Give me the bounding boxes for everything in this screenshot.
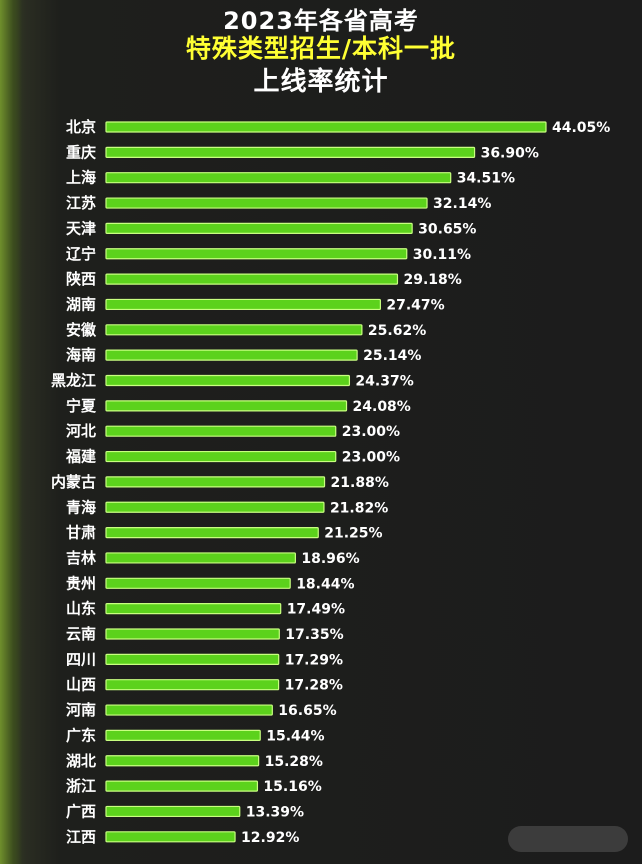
bar <box>105 805 241 818</box>
bar <box>105 222 413 234</box>
left-edge-glow <box>0 0 22 864</box>
value-label: 18.96% <box>301 551 359 567</box>
bar <box>105 298 381 311</box>
category-label: 北京 <box>66 118 96 136</box>
bar <box>105 324 363 336</box>
bar <box>105 755 260 767</box>
bar <box>105 653 280 665</box>
value-label: 34.51% <box>457 171 515 187</box>
bar <box>105 552 296 564</box>
value-label: 15.44% <box>266 728 324 744</box>
category-label: 陕西 <box>66 270 96 288</box>
bar <box>105 400 348 412</box>
value-label: 18.44% <box>296 576 354 592</box>
watermark <box>508 826 628 852</box>
bar <box>105 425 337 437</box>
bar <box>105 501 325 513</box>
value-label: 29.18% <box>403 272 461 288</box>
value-label: 25.14% <box>363 348 421 364</box>
category-label: 宁夏 <box>66 397 97 415</box>
value-label: 16.65% <box>278 703 336 719</box>
value-label: 24.08% <box>353 399 411 415</box>
bar <box>105 729 261 742</box>
bar <box>105 704 273 716</box>
category-label: 海南 <box>66 346 96 364</box>
bar <box>105 679 280 691</box>
category-label: 河北 <box>66 422 96 440</box>
value-label: 27.47% <box>386 297 444 313</box>
bar <box>105 146 476 158</box>
category-label: 湖北 <box>66 752 96 770</box>
value-label: 21.25% <box>324 526 382 542</box>
chart-title-line-2: 特殊类型招生/本科一批 <box>185 34 457 63</box>
category-label: 山西 <box>66 676 96 694</box>
value-label: 17.28% <box>285 678 343 694</box>
bar <box>105 476 326 488</box>
value-label: 21.82% <box>330 500 388 516</box>
bar <box>105 248 408 260</box>
category-label: 天津 <box>66 219 96 237</box>
category-label: 湖南 <box>66 295 96 313</box>
bar <box>105 577 291 589</box>
bar <box>105 831 236 843</box>
category-label: 云南 <box>66 625 96 643</box>
bar <box>105 603 282 615</box>
bar <box>105 450 337 463</box>
value-label: 23.00% <box>342 450 400 466</box>
bar <box>105 349 358 361</box>
value-label: 24.37% <box>355 374 413 390</box>
category-label: 青海 <box>66 498 96 516</box>
chart-title-line-3: 上线率统计 <box>253 67 389 97</box>
value-label: 15.28% <box>265 754 323 770</box>
value-label: 17.49% <box>287 602 345 618</box>
category-label: 重庆 <box>66 143 96 161</box>
category-label: 江苏 <box>66 194 96 212</box>
bar <box>105 172 452 184</box>
chart-title-line-1: 2023年各省高考 <box>223 7 419 35</box>
value-label: 36.90% <box>481 145 539 161</box>
bar <box>105 780 259 792</box>
bar <box>105 121 547 133</box>
category-label: 黑龙江 <box>51 372 96 390</box>
value-label: 44.05% <box>552 120 610 136</box>
value-label: 30.11% <box>413 247 471 263</box>
bar <box>105 526 319 539</box>
value-label: 17.29% <box>285 652 343 668</box>
value-label: 13.39% <box>246 804 304 820</box>
value-label: 23.00% <box>342 424 400 440</box>
bar <box>105 273 399 285</box>
category-label: 山东 <box>66 600 96 618</box>
bar <box>105 374 351 387</box>
bar <box>105 628 280 640</box>
category-label: 江西 <box>66 828 96 846</box>
category-label: 内蒙古 <box>51 473 96 491</box>
category-label: 广东 <box>66 726 96 744</box>
value-label: 21.88% <box>331 475 389 491</box>
category-label: 福建 <box>65 448 97 466</box>
category-label: 甘肃 <box>66 524 96 542</box>
value-label: 32.14% <box>433 196 491 212</box>
category-label: 吉林 <box>66 549 97 567</box>
category-label: 四川 <box>66 650 96 668</box>
value-label: 30.65% <box>418 221 476 237</box>
category-label: 安徽 <box>66 321 97 339</box>
value-label: 15.16% <box>263 779 321 795</box>
category-label: 浙江 <box>66 777 96 795</box>
category-label: 广西 <box>66 802 96 820</box>
category-label: 辽宁 <box>66 245 96 263</box>
category-label: 河南 <box>66 701 96 719</box>
value-label: 17.35% <box>285 627 343 643</box>
value-label: 25.62% <box>368 323 426 339</box>
category-label: 贵州 <box>66 574 96 592</box>
bar <box>105 197 428 209</box>
category-label: 上海 <box>66 169 96 187</box>
value-label: 12.92% <box>241 830 299 846</box>
